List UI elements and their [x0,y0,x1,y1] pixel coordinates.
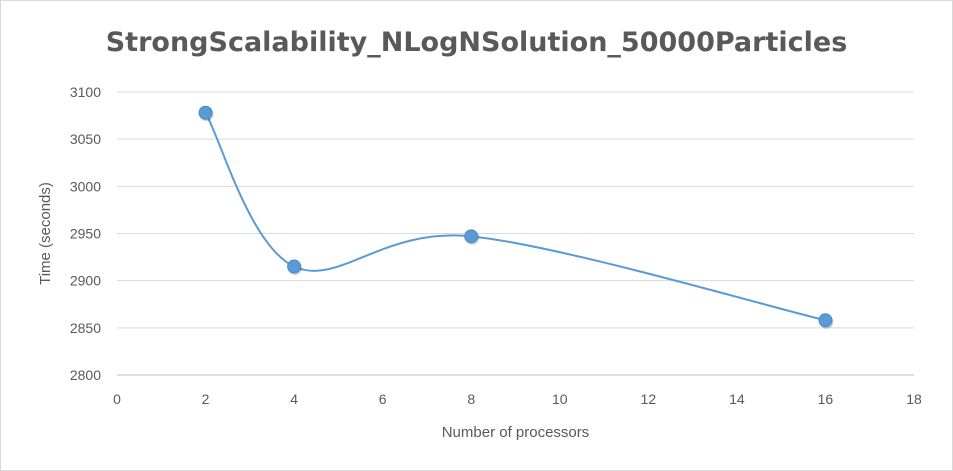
data-point [464,229,479,244]
x-tick-label: 18 [906,391,922,407]
data-point [818,313,833,328]
y-tick-label: 2900 [70,273,101,289]
series-line [204,112,826,322]
y-tick-labels: 2800 2850 2900 2950 3000 3050 3100 [70,84,101,383]
data-point [198,105,213,120]
y-tick-label: 3050 [70,131,101,147]
y-axis-title: Time (seconds) [37,182,54,285]
y-tick-label: 2850 [70,320,101,336]
chart-title: StrongScalability_NLogNSolution_50000Par… [105,27,848,58]
x-tick-label: 4 [290,391,298,407]
x-tick-label: 16 [818,391,834,407]
y-tick-label: 3100 [70,84,101,100]
x-tick-labels: 0 2 4 6 8 10 12 14 16 18 [113,391,922,407]
x-tick-label: 10 [552,391,568,407]
x-tick-label: 2 [202,391,210,407]
y-tick-label: 2950 [70,226,101,242]
data-point [287,259,302,274]
x-axis-title: Number of processors [442,424,590,441]
grid-lines [117,91,914,329]
x-tick-label: 12 [641,391,657,407]
x-tick-label: 0 [113,391,121,407]
x-tick-label: 6 [379,391,387,407]
y-tick-label: 2800 [70,367,101,383]
y-tick-label: 3000 [70,178,101,194]
x-tick-label: 14 [729,391,745,407]
x-tick-label: 8 [467,391,475,407]
series-points [198,105,834,329]
